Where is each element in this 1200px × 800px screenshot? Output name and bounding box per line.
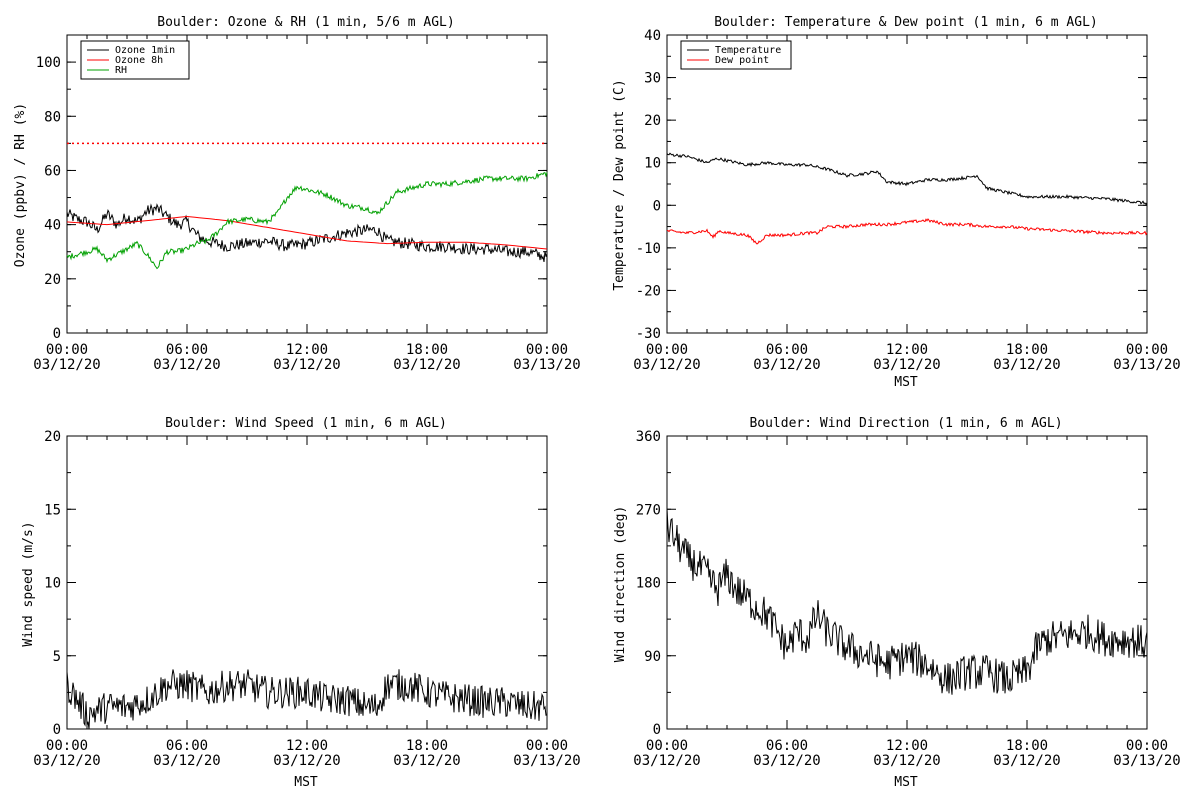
x-tick-label-time: 00:00 (526, 738, 568, 754)
legend-box (80, 40, 190, 80)
y-tick-label: 10 (44, 576, 61, 592)
y-tick-label: 90 (644, 649, 661, 665)
x-tick-label-date: 03/12/20 (273, 357, 340, 373)
x-tick-label-time: 12:00 (886, 342, 928, 358)
legend-label: Dew point (715, 55, 769, 66)
y-axis-label: Wind speed (m/s) (21, 521, 36, 646)
x-tick-label-time: 12:00 (286, 738, 328, 754)
ozone-rh-panel: Boulder: Ozone & RH (1 min, 5/6 m AGL) O… (13, 15, 581, 373)
x-tick-label-time: 06:00 (766, 342, 808, 358)
y-tick-label: 180 (636, 576, 661, 592)
y-tick-label: 360 (636, 429, 661, 445)
chart-title: Boulder: Wind Direction (1 min, 6 m AGL) (749, 416, 1062, 431)
x-tick-label-time: 00:00 (46, 738, 88, 754)
x-tick-label-time: 06:00 (166, 342, 208, 358)
y-axis-label: Temperature / Dew point (C) (612, 79, 627, 290)
x-tick-label-time: 00:00 (1126, 342, 1168, 358)
x-tick-label-time: 12:00 (286, 342, 328, 358)
x-tick-label-date: 03/13/20 (1113, 357, 1180, 373)
x-tick-label-date: 03/13/20 (513, 357, 580, 373)
series-line-ozone-1min (66, 203, 548, 262)
x-axis-label: MST (894, 375, 918, 390)
legend-label: RH (115, 65, 127, 76)
y-tick-label: 270 (636, 502, 661, 518)
x-tick-label-time: 18:00 (1006, 738, 1048, 754)
y-tick-label: -30 (636, 326, 661, 342)
legend-label: Temperature (715, 45, 781, 56)
series-line-rh (66, 172, 548, 270)
x-tick-label-date: 03/12/20 (873, 357, 940, 373)
y-tick-label: 10 (644, 156, 661, 172)
x-tick-label-date: 03/12/20 (393, 357, 460, 373)
series-line-temperature (666, 152, 1148, 206)
x-tick-label-date: 03/12/20 (393, 753, 460, 769)
x-tick-label-time: 12:00 (886, 738, 928, 754)
y-tick-label: 0 (53, 722, 61, 738)
x-axis-label: MST (894, 775, 918, 790)
chart-title: Boulder: Ozone & RH (1 min, 5/6 m AGL) (157, 15, 454, 30)
plot-frame (666, 435, 1148, 730)
x-tick-label-date: 03/12/20 (153, 753, 220, 769)
temp-dew-panel: Boulder: Temperature & Dew point (1 min,… (612, 15, 1181, 390)
x-tick-label-time: 18:00 (406, 738, 448, 754)
x-tick-label-date: 03/12/20 (633, 357, 700, 373)
x-tick-label-date: 03/12/20 (753, 753, 820, 769)
wind-direction-panel: Boulder: Wind Direction (1 min, 6 m AGL)… (613, 416, 1181, 790)
x-tick-label-time: 18:00 (1006, 342, 1048, 358)
y-tick-label: -20 (636, 283, 661, 299)
x-tick-label-date: 03/13/20 (513, 753, 580, 769)
y-tick-label: 0 (653, 722, 661, 738)
plot-frame (66, 34, 548, 334)
y-tick-label: 60 (44, 163, 61, 179)
series-line-dew-point (666, 218, 1148, 245)
series-line-ozone-8h (66, 215, 548, 250)
y-tick-label: 20 (44, 429, 61, 445)
x-tick-label-time: 00:00 (526, 342, 568, 358)
legend-label: Ozone 1min (115, 45, 175, 56)
x-tick-label-time: 06:00 (766, 738, 808, 754)
x-tick-label-date: 03/12/20 (273, 753, 340, 769)
x-tick-label-time: 00:00 (646, 738, 688, 754)
x-tick-label-time: 00:00 (1126, 738, 1168, 754)
x-tick-label-date: 03/12/20 (873, 753, 940, 769)
x-tick-label-time: 06:00 (166, 738, 208, 754)
x-tick-label-date: 03/12/20 (633, 753, 700, 769)
y-axis-label: Wind direction (deg) (613, 506, 628, 663)
y-tick-label: 15 (44, 502, 61, 518)
x-tick-label-date: 03/12/20 (753, 357, 820, 373)
x-tick-label-date: 03/13/20 (1113, 753, 1180, 769)
x-tick-label-time: 18:00 (406, 342, 448, 358)
legend-box (680, 40, 792, 70)
legend-label: Ozone 8h (115, 55, 163, 66)
y-tick-label: 80 (44, 109, 61, 125)
y-tick-label: -10 (636, 241, 661, 257)
x-tick-label-time: 00:00 (646, 342, 688, 358)
y-tick-label: 0 (653, 198, 661, 214)
x-tick-label-date: 03/12/20 (33, 357, 100, 373)
y-axis-label: Ozone (ppbv) / RH (%) (13, 103, 28, 267)
y-tick-label: 20 (644, 113, 661, 129)
y-tick-label: 40 (644, 28, 661, 44)
series-line-data (666, 508, 1148, 695)
x-tick-label-date: 03/12/20 (33, 753, 100, 769)
x-tick-label-date: 03/12/20 (153, 357, 220, 373)
x-tick-label-time: 00:00 (46, 342, 88, 358)
chart-title: Boulder: Wind Speed (1 min, 6 m AGL) (165, 416, 447, 431)
chart-title: Boulder: Temperature & Dew point (1 min,… (714, 15, 1098, 30)
y-tick-label: 0 (53, 326, 61, 342)
wind-speed-panel: Boulder: Wind Speed (1 min, 6 m AGL) Win… (21, 416, 581, 790)
x-tick-label-date: 03/12/20 (993, 357, 1060, 373)
y-tick-label: 30 (644, 71, 661, 87)
x-tick-label-date: 03/12/20 (993, 753, 1060, 769)
series-line-data (66, 669, 548, 729)
y-tick-label: 100 (36, 55, 61, 71)
x-axis-label: MST (294, 775, 318, 790)
y-tick-label: 20 (44, 272, 61, 288)
y-tick-label: 40 (44, 218, 61, 234)
y-tick-label: 5 (53, 649, 61, 665)
